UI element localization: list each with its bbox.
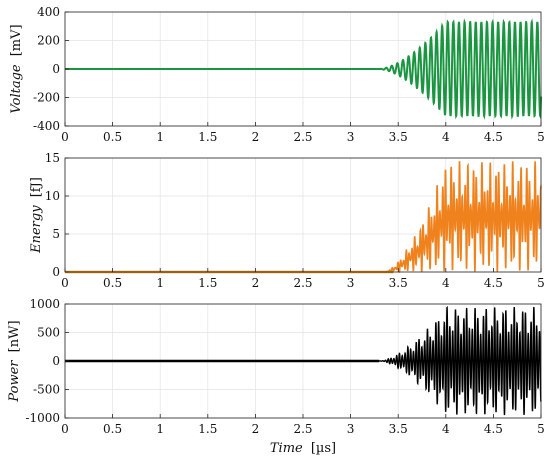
- time-xlabel-unit: [µs]: [311, 441, 336, 456]
- voltage-y-tick-label: -200: [33, 91, 60, 105]
- power-y-tick-label: -500: [33, 383, 60, 397]
- power-x-tick-label: 3.5: [389, 422, 408, 436]
- voltage-ylabel-name: Voltage: [9, 64, 24, 113]
- power-y-tick-label: -1000: [25, 411, 60, 425]
- voltage-series: [65, 18, 542, 120]
- energy-x-tick-label: 3.5: [389, 276, 408, 290]
- power-ylabel-name: Power: [7, 360, 22, 403]
- voltage-x-tick-label: 3.5: [389, 130, 408, 144]
- energy-y-tick-label: 15: [45, 151, 60, 165]
- energy-y-ticks: 0 5 10 15: [45, 151, 69, 279]
- voltage-x-ticks: 0 0.5 1 1.5 2 2.5 3 3.5 4 4.5 5: [61, 122, 545, 144]
- power-x-tick-label: 4.5: [484, 422, 503, 436]
- energy-ylabel-unit: [fJ]: [29, 177, 44, 197]
- energy-x-ticks: 0 0.5 1 1.5 2 2.5 3 3.5 4 4.5 5: [61, 268, 545, 290]
- energy-ylabel: Energy [fJ]: [29, 177, 44, 254]
- voltage-ylabel-unit: [mV]: [9, 24, 24, 56]
- voltage-x-tick-label: 0: [61, 130, 69, 144]
- voltage-x-tick-label: 4: [442, 130, 450, 144]
- energy-x-tick-label: 4: [442, 276, 450, 290]
- energy-x-tick-label: 2: [252, 276, 260, 290]
- power-x-tick-label: 0: [61, 422, 69, 436]
- voltage-x-tick-label: 5: [537, 130, 545, 144]
- power-y-tick-label: 1000: [29, 297, 60, 311]
- energy-ylabel-name: Energy: [29, 205, 44, 254]
- energy-x-tick-label: 3: [347, 276, 355, 290]
- power-x-tick-label: 5: [537, 422, 545, 436]
- voltage-series-line: [65, 18, 542, 120]
- time-xlabel-name: Time: [270, 441, 303, 456]
- energy-x-tick-label: 0: [61, 276, 69, 290]
- power-x-tick-label: 3: [347, 422, 355, 436]
- voltage-panel: 0 0.5 1 1.5 2 2.5 3 3.5 4 4.5 5 -400 -200 0 200 400 Vo…: [9, 5, 545, 144]
- energy-x-tick-label: 0.5: [103, 276, 122, 290]
- voltage-y-tick-label: 400: [37, 5, 60, 19]
- power-x-tick-label: 0.5: [103, 422, 122, 436]
- power-ylabel: Power [nW]: [7, 320, 22, 402]
- energy-y-tick-label: 10: [45, 189, 60, 203]
- energy-x-tick-label: 1: [156, 276, 164, 290]
- voltage-y-tick-label: 0: [52, 62, 60, 76]
- power-x-tick-label: 2: [252, 422, 260, 436]
- voltage-y-tick-label: -400: [33, 119, 60, 133]
- power-x-tick-label: 4: [442, 422, 450, 436]
- voltage-y-ticks: -400 -200 0 200 400: [33, 5, 69, 133]
- voltage-x-tick-label: 3: [347, 130, 355, 144]
- energy-panel: 0 0.5 1 1.5 2 2.5 3 3.5 4 4.5 5 0 5 10 15 Energy [fJ]: [29, 151, 545, 290]
- power-x-tick-label: 1: [156, 422, 164, 436]
- power-x-tick-label: 2.5: [293, 422, 312, 436]
- energy-y-tick-label: 5: [52, 227, 60, 241]
- voltage-x-tick-label: 0.5: [103, 130, 122, 144]
- energy-x-tick-label: 4.5: [484, 276, 503, 290]
- voltage-x-tick-label: 4.5: [484, 130, 503, 144]
- power-y-tick-label: 0: [52, 354, 60, 368]
- voltage-x-tick-label: 1: [156, 130, 164, 144]
- voltage-y-tick-label: 200: [37, 34, 60, 48]
- energy-x-tick-label: 1.5: [198, 276, 217, 290]
- power-y-tick-label: 500: [37, 326, 60, 340]
- energy-x-tick-label: 2.5: [293, 276, 312, 290]
- voltage-x-tick-label: 1.5: [198, 130, 217, 144]
- power-y-ticks: -1000 -500 0 500 1000: [25, 297, 69, 425]
- power-series: [65, 305, 542, 416]
- energy-y-tick-label: 0: [52, 265, 60, 279]
- power-panel: 0 0.5 1 1.5 2 2.5 3 3.5 4 4.5 5 -1000-50005001000 …: [7, 297, 545, 456]
- voltage-x-tick-label: 2.5: [293, 130, 312, 144]
- voltage-ylabel: Voltage [mV]: [9, 24, 24, 113]
- power-x-tick-label: 1.5: [198, 422, 217, 436]
- energy-x-tick-label: 5: [537, 276, 545, 290]
- power-x-ticks: 0 0.5 1 1.5 2 2.5 3 3.5 4 4.5 5: [61, 414, 545, 436]
- power-ylabel-unit: [nW]: [7, 320, 22, 352]
- time-xlabel: Time [µs]: [270, 441, 336, 456]
- voltage-x-tick-label: 2: [252, 130, 260, 144]
